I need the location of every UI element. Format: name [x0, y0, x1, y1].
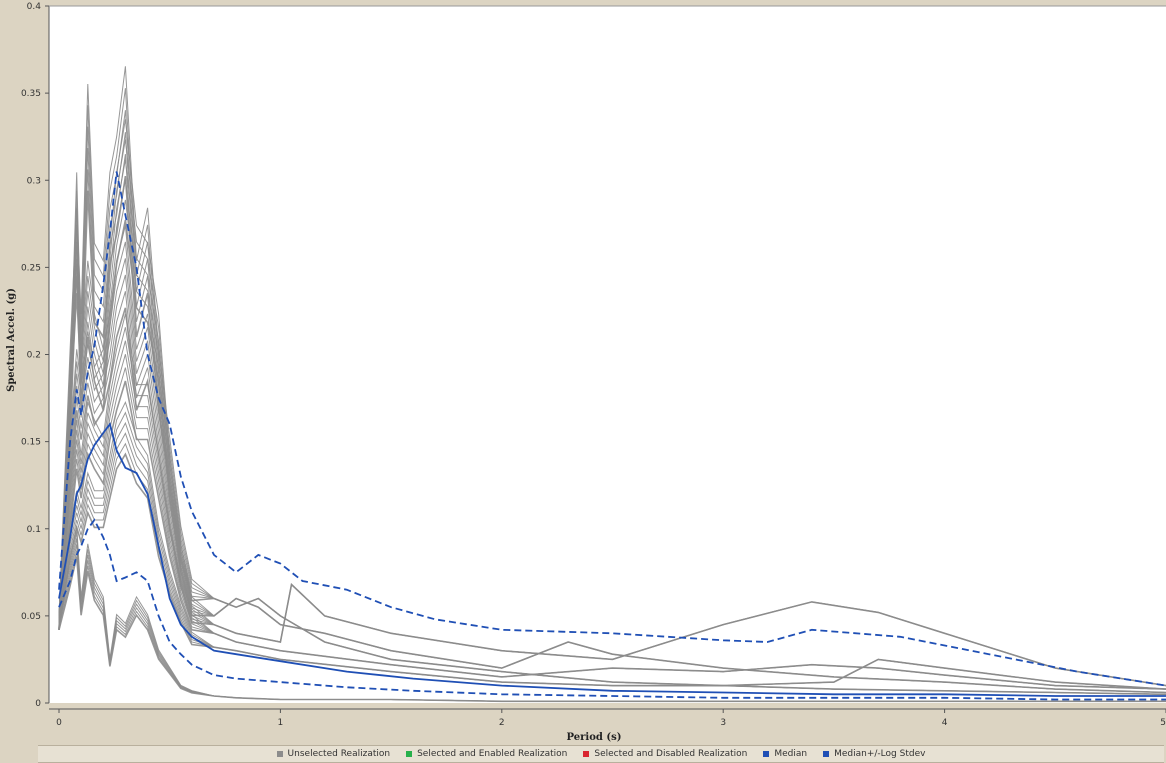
realization-lines: [58, 66, 1166, 703]
legend-item: Median+/-Log Stdev: [823, 749, 925, 759]
stdev-line: [58, 518, 1166, 701]
y-tick-label: 0.1: [27, 525, 41, 535]
realization-line: [58, 526, 1166, 702]
realization-line: [58, 66, 1166, 695]
statistic-lines: [58, 171, 1166, 701]
axes: 0 0.05 0.1 0.15 0.2 0.25 0.3 0.35 0.4 0 1 2 3 4 5: [21, 2, 1166, 728]
y-tick-label: 0: [35, 699, 41, 709]
y-tick-label: 0.2: [27, 351, 41, 361]
y-tick-label: 0.35: [21, 89, 41, 99]
realization-line: [58, 225, 1166, 687]
x-tick-label: 5: [1160, 718, 1166, 728]
legend-label: Selected and Disabled Realization: [594, 749, 748, 759]
y-axis-title: Spectral Accel. (g): [6, 288, 17, 392]
realization-line: [58, 400, 1166, 690]
y-tick-label: 0.3: [27, 176, 41, 186]
x-axis-title: Period (s): [567, 732, 622, 743]
legend-item: Selected and Enabled Realization: [406, 749, 567, 759]
y-tick-label: 0.25: [21, 263, 41, 273]
legend-label: Selected and Enabled Realization: [417, 749, 568, 759]
legend-label: Median+/-Log Stdev: [834, 749, 926, 759]
legend-label: Unselected Realization: [287, 749, 391, 759]
legend-label: Median: [774, 749, 808, 759]
legend-item: Selected and Disabled Realization: [583, 749, 747, 759]
legend-item: Median: [763, 749, 807, 759]
legend-swatch-icon: [823, 751, 830, 757]
spectral-accel-chart: 0 0.05 0.1 0.15 0.2 0.25 0.3 0.35 0.4 0 1 2 3 4 5 Peri…: [6, 2, 1166, 743]
median-line: [58, 422, 1166, 697]
y-tick-label: 0.15: [21, 438, 41, 448]
x-tick-label: 3: [720, 718, 726, 728]
legend-swatch-icon: [763, 751, 770, 757]
realization-line: [58, 313, 1166, 690]
legend-swatch-icon: [583, 751, 590, 757]
stdev-line: [58, 171, 1166, 687]
legend: Unselected Realization Selected and Enabl…: [38, 745, 1164, 763]
plot-area: [49, 6, 1166, 703]
x-tick-label: 1: [278, 718, 284, 728]
realization-line: [58, 119, 1166, 693]
x-tick-label: 2: [499, 718, 505, 728]
x-tick-label: 4: [942, 718, 948, 728]
legend-item: Unselected Realization: [276, 749, 391, 759]
y-tick-label: 0.4: [27, 2, 42, 12]
x-tick-label: 0: [56, 718, 62, 728]
y-tick-label: 0.05: [21, 612, 41, 622]
legend-swatch-icon: [276, 751, 283, 757]
legend-swatch-icon: [406, 751, 413, 757]
